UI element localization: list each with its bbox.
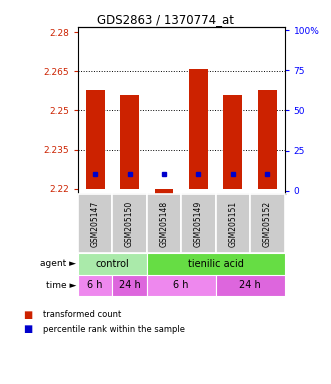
Text: ■: ■	[23, 310, 32, 320]
Text: percentile rank within the sample: percentile rank within the sample	[43, 324, 185, 334]
Bar	[85, 89, 105, 189]
Bar	[250, 194, 285, 253]
Text: control: control	[95, 259, 129, 269]
Bar	[78, 194, 112, 253]
Bar	[147, 253, 285, 275]
Bar	[216, 275, 285, 296]
Text: time ►: time ►	[46, 281, 76, 290]
Text: 24 h: 24 h	[239, 280, 261, 290]
Bar	[147, 275, 216, 296]
Bar	[216, 194, 250, 253]
Text: GSM205150: GSM205150	[125, 200, 134, 247]
Text: GSM205148: GSM205148	[160, 200, 168, 247]
Text: 6 h: 6 h	[173, 280, 189, 290]
Text: GSM205151: GSM205151	[228, 200, 237, 247]
Bar	[147, 194, 181, 253]
Bar	[181, 194, 216, 253]
Bar	[78, 275, 112, 296]
Text: agent ►: agent ►	[40, 260, 76, 268]
Text: tienilic acid: tienilic acid	[188, 259, 244, 269]
Text: 24 h: 24 h	[118, 280, 140, 290]
Bar	[223, 95, 242, 189]
Text: GDS2863 / 1370774_at: GDS2863 / 1370774_at	[97, 13, 234, 26]
Bar	[258, 89, 277, 189]
Bar	[120, 95, 139, 189]
Text: 6 h: 6 h	[87, 280, 103, 290]
Text: ■: ■	[23, 324, 32, 334]
Bar	[112, 275, 147, 296]
Text: GSM205152: GSM205152	[263, 200, 272, 247]
Bar	[189, 69, 208, 189]
Text: transformed count: transformed count	[43, 310, 121, 319]
Text: GSM205147: GSM205147	[90, 200, 100, 247]
Bar	[112, 194, 147, 253]
Bar	[155, 189, 173, 202]
Bar	[78, 253, 147, 275]
Text: GSM205149: GSM205149	[194, 200, 203, 247]
